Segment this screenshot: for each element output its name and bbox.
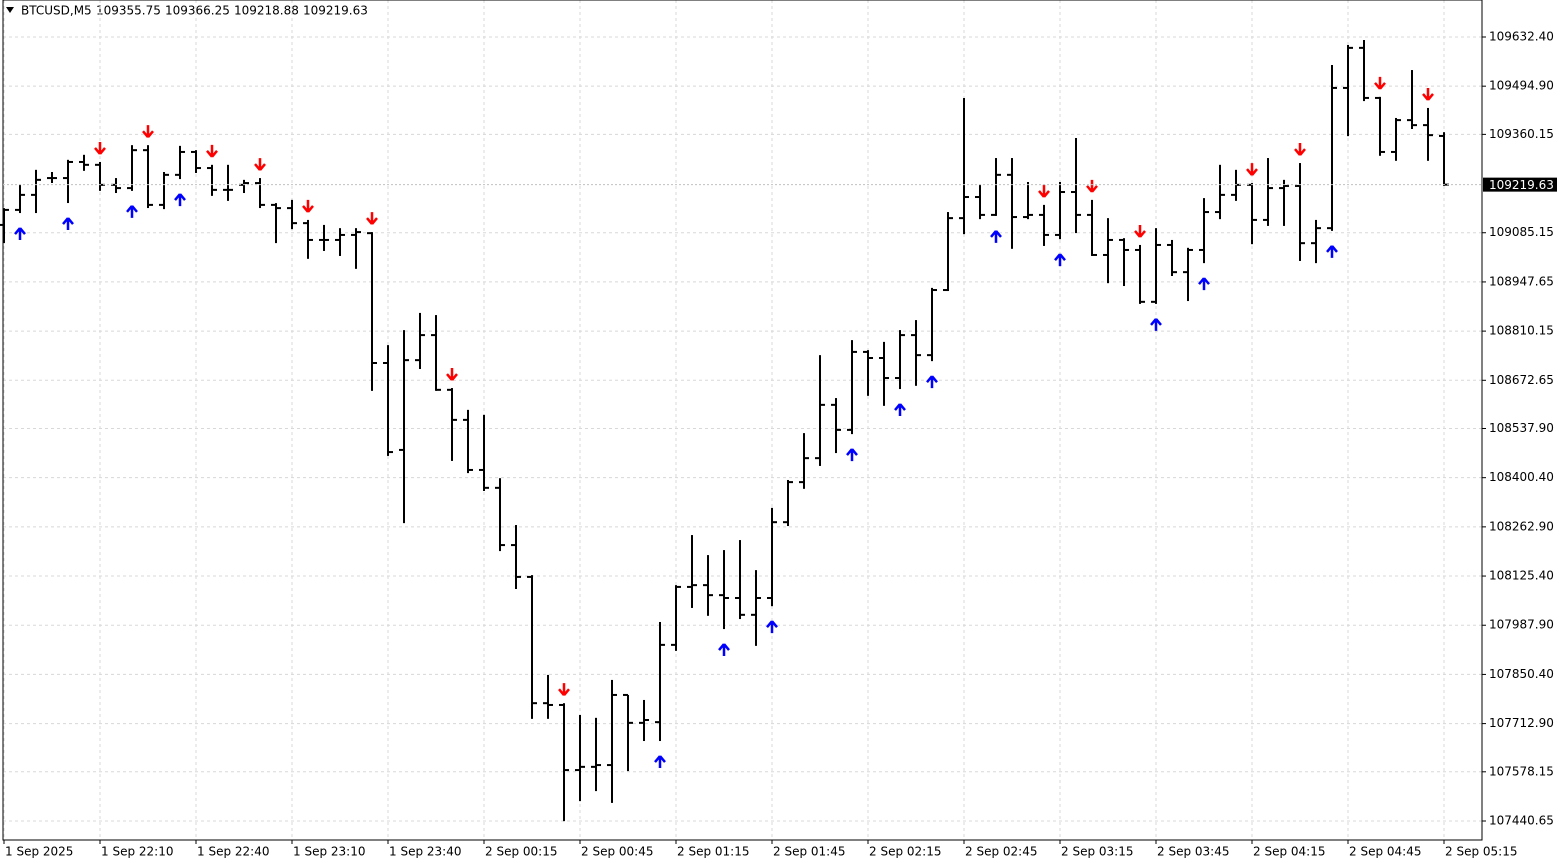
y-tick-label: 107987.90 <box>1489 618 1554 632</box>
sell-arrow <box>254 158 266 171</box>
header-low: 109218.88 <box>234 4 299 18</box>
buy-arrow <box>62 217 74 231</box>
header-close: 109219.63 <box>303 4 368 18</box>
x-tick-label: 2 Sep 03:15 <box>1061 845 1133 859</box>
buy-arrow <box>14 227 26 241</box>
sell-arrow <box>1038 184 1050 198</box>
buy-arrow <box>846 448 858 462</box>
x-tick-label: 2 Sep 03:45 <box>1157 845 1229 859</box>
y-tick-label: 108262.90 <box>1489 519 1554 533</box>
x-tick-label: 1 Sep 2025 <box>5 845 73 859</box>
y-tick-label: 109494.90 <box>1489 79 1554 93</box>
plot-frame <box>2 0 1483 841</box>
sell-arrow <box>142 125 154 138</box>
y-tick-label: 107850.40 <box>1489 667 1554 681</box>
buy-arrow <box>654 755 666 769</box>
price-label: 109219.63 <box>1489 178 1554 192</box>
x-tick-label: 2 Sep 04:15 <box>1253 845 1325 859</box>
x-tick-label: 1 Sep 22:40 <box>197 845 269 859</box>
x-tick-label: 2 Sep 01:45 <box>773 845 845 859</box>
y-tick-label: 108672.65 <box>1489 373 1554 387</box>
sell-arrow <box>1246 163 1258 176</box>
x-tick-label: 1 Sep 23:40 <box>389 845 461 859</box>
buy-arrow <box>766 620 778 634</box>
buy-arrow <box>1198 277 1210 291</box>
collapse-icon <box>6 7 14 13</box>
y-tick-label: 107712.90 <box>1489 716 1554 730</box>
buy-arrow <box>926 375 938 389</box>
y-tick-label: 109085.15 <box>1489 225 1554 239</box>
x-tick-label: 2 Sep 05:15 <box>1445 845 1517 859</box>
sell-arrow <box>1422 87 1434 101</box>
x-tick-label: 1 Sep 23:10 <box>293 845 365 859</box>
sell-arrow <box>366 212 378 225</box>
y-tick-label: 108537.90 <box>1489 421 1554 435</box>
buy-arrow <box>894 403 906 417</box>
x-tick-label: 2 Sep 02:45 <box>965 845 1037 859</box>
header-open: 109355.75 <box>96 4 161 18</box>
sell-arrow <box>302 199 314 213</box>
x-tick-label: 2 Sep 04:45 <box>1349 845 1421 859</box>
y-tick-label: 108810.15 <box>1489 324 1554 338</box>
symbol: BTCUSD,M5 <box>21 4 92 18</box>
sell-arrow <box>1086 179 1098 193</box>
buy-arrow <box>174 193 186 207</box>
buy-arrow <box>1150 318 1162 331</box>
y-tick-label: 108125.40 <box>1489 569 1554 583</box>
header-high: 109366.25 <box>165 4 230 18</box>
sell-arrow <box>558 683 570 696</box>
y-tick-label: 108947.65 <box>1489 274 1554 288</box>
y-tick-label: 109632.40 <box>1489 29 1554 43</box>
sell-arrow <box>1134 224 1146 238</box>
sell-arrow <box>446 368 458 381</box>
x-tick-label: 2 Sep 00:45 <box>581 845 653 859</box>
buy-arrow <box>718 643 730 657</box>
y-tick-label: 107578.15 <box>1489 764 1554 778</box>
y-tick-label: 109360.15 <box>1489 127 1554 141</box>
sell-arrow <box>1294 143 1306 156</box>
y-tick-label: 108400.40 <box>1489 470 1554 484</box>
sell-arrow <box>206 144 218 158</box>
buy-arrow <box>126 205 138 218</box>
buy-arrow <box>990 230 1002 243</box>
y-tick-label: 107440.65 <box>1489 813 1554 827</box>
buy-arrow <box>1326 245 1338 258</box>
x-tick-label: 1 Sep 22:10 <box>101 845 173 859</box>
sell-arrow <box>94 141 106 155</box>
sell-arrow <box>1374 76 1386 90</box>
buy-arrow <box>1054 253 1066 267</box>
price-label-bg <box>1483 177 1557 192</box>
x-tick-label: 2 Sep 02:15 <box>869 845 941 859</box>
x-tick-label: 2 Sep 00:15 <box>485 845 557 859</box>
x-tick-label: 2 Sep 01:15 <box>677 845 749 859</box>
